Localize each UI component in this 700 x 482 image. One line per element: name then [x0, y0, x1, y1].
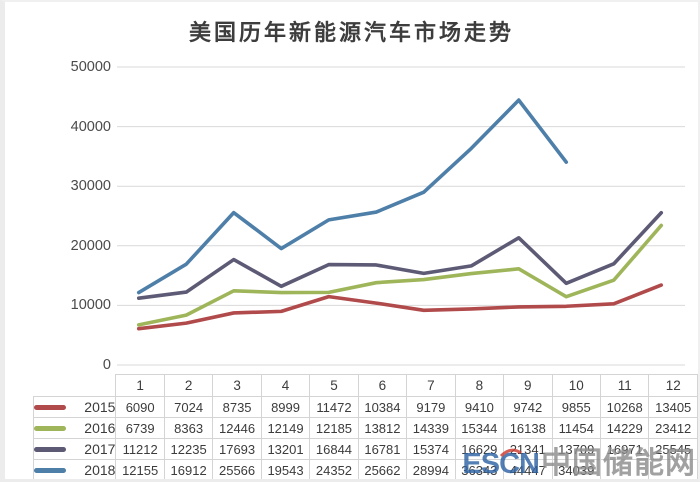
- y-axis-tick-label: 0: [102, 357, 111, 373]
- value-cell: 17693: [212, 438, 262, 460]
- value-cell: 13201: [260, 438, 311, 460]
- legend-swatch-2015: [34, 404, 66, 410]
- year-label: 2016: [84, 420, 116, 436]
- value-cell: [599, 459, 650, 479]
- value-cell: 8363: [163, 417, 214, 439]
- legend-swatch-2017: [34, 446, 66, 452]
- year-label: 2018: [84, 462, 116, 478]
- value-cell: 9179: [406, 396, 456, 418]
- value-cell: [648, 459, 698, 479]
- line-chart: [117, 66, 685, 366]
- month-header-cell: 2: [163, 374, 214, 397]
- escn-logo: ESCN: [462, 448, 540, 479]
- value-cell: 16781: [357, 438, 408, 460]
- y-axis-tick-label: 40000: [70, 118, 111, 135]
- value-cell: 13405: [648, 396, 698, 418]
- value-cell: 16971: [599, 438, 650, 460]
- value-cell: 12235: [163, 438, 214, 460]
- month-header-cell: 6: [357, 374, 408, 397]
- value-cell: 12149: [260, 417, 311, 439]
- value-cell: 11472: [309, 396, 359, 418]
- year-label: 2015: [84, 399, 116, 415]
- value-cell: 15344: [454, 417, 505, 439]
- y-axis-tick-label: 20000: [70, 237, 111, 254]
- month-header-cell: 4: [260, 374, 311, 397]
- data-table: 1 2 3 4 5 6 7 8 9 10 11 12 2015 6090 7024 8735 8999 1147…: [32, 374, 698, 479]
- value-cell: 6090: [115, 396, 165, 418]
- value-cell: 7024: [163, 396, 214, 418]
- month-header-cell: 7: [406, 374, 456, 397]
- value-cell: 9410: [454, 396, 505, 418]
- value-cell: 24352: [309, 459, 359, 479]
- value-cell: 12185: [309, 417, 359, 439]
- value-cell: 13812: [357, 417, 408, 439]
- value-cell: 16844: [309, 438, 359, 460]
- value-cell: 14339: [406, 417, 456, 439]
- value-cell: 10384: [357, 396, 408, 418]
- series-line-2015: [136, 283, 664, 331]
- table-row-2016: 2016 6739 8363 12446 12149 12185 13812 14339 153…: [32, 417, 698, 439]
- value-cell: 23412: [648, 417, 698, 439]
- year-label: 2017: [84, 441, 116, 457]
- table-corner-cell: [34, 375, 116, 397]
- value-cell: 28994: [406, 459, 456, 479]
- legend-cell: 2017: [32, 438, 117, 460]
- legend-cell: 2018: [32, 459, 117, 479]
- y-axis-tick-label: 10000: [70, 297, 111, 314]
- value-cell: 36343: [454, 459, 505, 479]
- month-header-cell: 8: [454, 374, 505, 397]
- value-cell: 13709: [551, 438, 601, 460]
- value-cell: 12446: [212, 417, 262, 439]
- watermark: ESCN 中国储能网: [462, 449, 696, 479]
- legend-cell: 2016: [32, 417, 117, 439]
- value-cell: 11454: [551, 417, 601, 439]
- data-table-header: 1 2 3 4 5 6 7 8 9 10 11 12: [34, 374, 698, 397]
- value-cell: 11212: [115, 438, 165, 460]
- watermark-site-name: 中国储能网: [541, 447, 696, 480]
- value-cell: 10268: [599, 396, 650, 418]
- month-header-row: 1 2 3 4 5 6 7 8 9 10 11 12: [34, 374, 698, 397]
- month-header-cell: 3: [212, 374, 262, 397]
- month-header-cell: 10: [551, 374, 601, 397]
- value-cell: 9742: [503, 396, 553, 418]
- legend-cell: 2015: [32, 396, 117, 418]
- month-header-cell: 11: [599, 374, 650, 397]
- value-cell: 15374: [406, 438, 456, 460]
- value-cell: 14229: [599, 417, 650, 439]
- y-axis-tick-label: 50000: [70, 59, 111, 75]
- month-header-cell: 1: [115, 374, 165, 397]
- value-cell: 19543: [260, 459, 311, 479]
- month-header-cell: 5: [309, 374, 359, 397]
- value-cell: 12155: [115, 459, 165, 479]
- value-cell: 8999: [260, 396, 311, 418]
- legend-swatch-2016: [34, 425, 66, 431]
- value-cell: 25545: [648, 438, 698, 460]
- series-line-2016: [136, 223, 664, 327]
- value-cell: 25566: [212, 459, 262, 479]
- escn-red-swoosh-icon: [500, 448, 523, 458]
- chart-title: 美国历年新能源汽车市场走势: [188, 20, 514, 45]
- value-cell: 9855: [551, 396, 601, 418]
- data-table-body: 2015 6090 7024 8735 8999 11472 10384 9179 9410 97…: [32, 396, 698, 479]
- month-header-cell: 9: [503, 374, 553, 397]
- value-cell: 34039: [551, 459, 601, 479]
- value-cell: 16138: [503, 417, 553, 439]
- value-cell: 44447: [503, 459, 553, 479]
- y-axis-tick-label: 30000: [70, 178, 111, 195]
- series-line-2017: [136, 210, 664, 300]
- table-row-2015: 2015 6090 7024 8735 8999 11472 10384 9179 9410 97…: [32, 396, 698, 418]
- table-row-2017: 2017 11212 12235 17693 13201 16844 16781 15374 1…: [32, 438, 698, 460]
- chart-area: 0 10000 20000 30000 40000 50000: [5, 2, 698, 479]
- value-cell: 8735: [212, 396, 262, 418]
- table-row-2018: 2018 12155 16912 25566 19543 24352 25662 28994 3…: [32, 459, 698, 479]
- value-cell: 25662: [357, 459, 408, 479]
- value-cell: 6739: [115, 417, 165, 439]
- value-cell: 16629: [454, 438, 505, 460]
- legend-swatch-2018: [34, 467, 66, 473]
- month-header-cell: 12: [648, 374, 698, 397]
- value-cell: 16912: [163, 459, 214, 479]
- series-line-2018: [136, 98, 569, 295]
